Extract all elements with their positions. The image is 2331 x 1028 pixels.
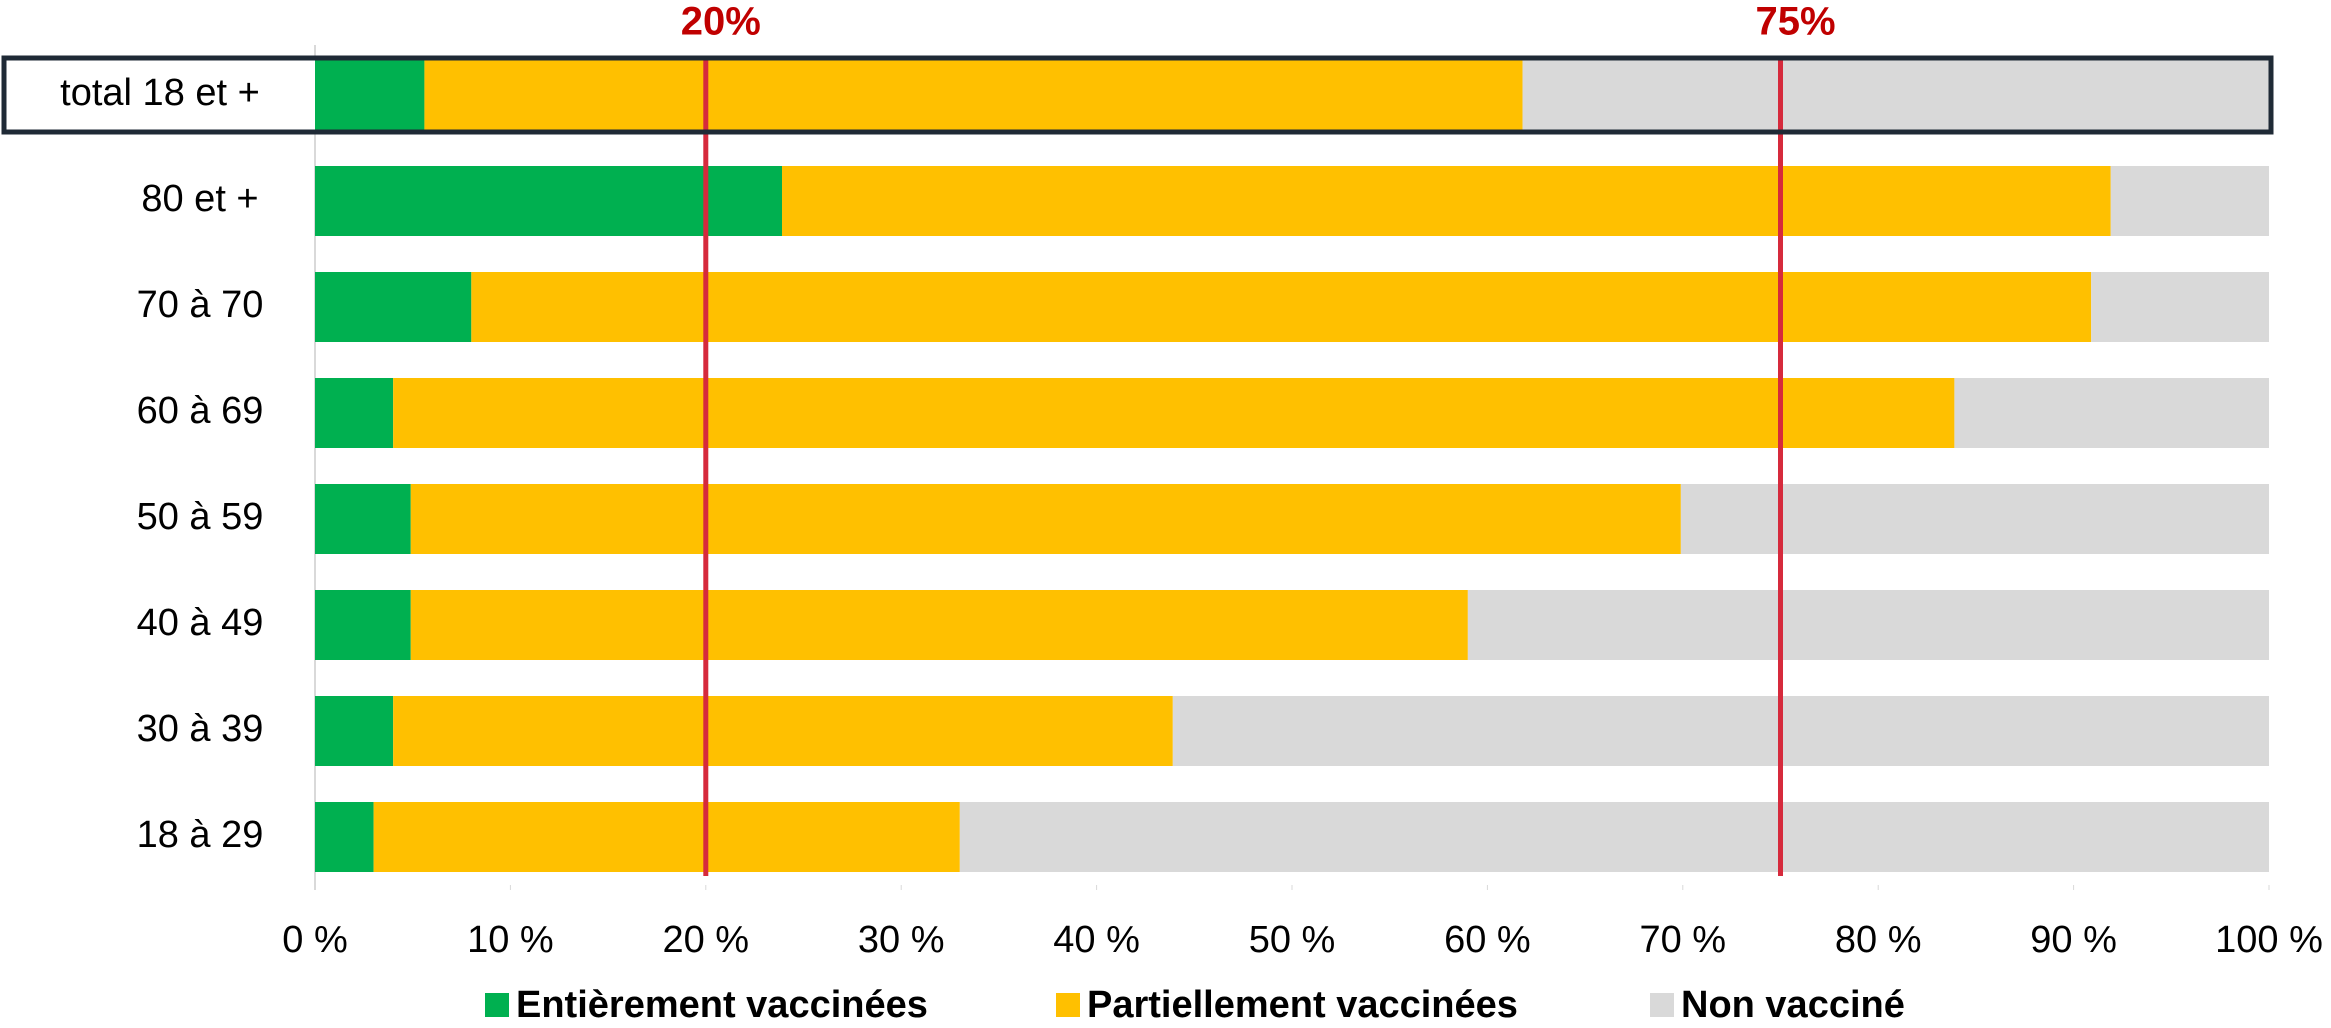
- x-tick-label: 60 %: [1444, 919, 1531, 961]
- y-tick-label: 80 et +: [141, 178, 258, 220]
- highlight-box: [1, 55, 2274, 135]
- bar-segment: [410, 484, 1681, 554]
- bar-segment: [315, 802, 374, 872]
- x-tick-label: 40 %: [1053, 919, 1140, 961]
- bar-segment: [1467, 590, 2269, 660]
- y-tick-label: 70 à 70: [137, 284, 264, 326]
- bar-segment: [2110, 166, 2269, 236]
- y-tick-label: 30 à 39: [137, 708, 264, 750]
- bar-segment: [782, 166, 2111, 236]
- legend-label: Partiellement vaccinées: [1087, 984, 1518, 1026]
- x-tick-label: 70 %: [1639, 919, 1726, 961]
- y-tick-label: 40 à 49: [137, 602, 264, 644]
- reference-label: 75%: [1755, 0, 1835, 44]
- bars: [315, 60, 2269, 872]
- bar-segment: [424, 60, 1523, 130]
- bar-segment: [2091, 272, 2269, 342]
- bar-segment: [1680, 484, 2269, 554]
- highlight-label-cell: [4, 58, 315, 132]
- legend-label: Entièrement vaccinées: [516, 984, 928, 1026]
- legend-label: Non vacciné: [1681, 984, 1905, 1026]
- bar-segment: [315, 60, 425, 130]
- x-tick-label: 90 %: [2030, 919, 2117, 961]
- legend-swatch: [1650, 993, 1674, 1017]
- reference-label: 20%: [681, 0, 761, 44]
- bar-segment: [315, 696, 394, 766]
- bar-segment: [959, 802, 2269, 872]
- labels: 0 % 10 % 20 % 30 % 40 % 50 % 60 % 70 % 80 % 90 % 1…: [60, 0, 2323, 961]
- bar-segment: [1172, 696, 2269, 766]
- bar-segment: [471, 272, 2092, 342]
- x-tick-label: 0 %: [282, 919, 347, 961]
- legend-swatch: [485, 993, 509, 1017]
- y-tick-label: 18 à 29: [137, 814, 264, 856]
- bar-segment: [315, 484, 411, 554]
- x-tick-label: 80 %: [1835, 919, 1922, 961]
- x-tick-label: 100 %: [2215, 919, 2323, 961]
- bar-segment: [393, 696, 1173, 766]
- bar-segment: [373, 802, 960, 872]
- bar-segment: [315, 590, 411, 660]
- bar-segment: [315, 272, 472, 342]
- bar-segment: [315, 166, 783, 236]
- bar-segment: [315, 378, 394, 448]
- y-tick-label: 50 à 59: [137, 496, 264, 538]
- x-tick-label: 50 %: [1249, 919, 1336, 961]
- x-tick-label: 30 %: [858, 919, 945, 961]
- legend: Entièrement vaccinées Partiellement vacci…: [485, 984, 1905, 1026]
- bar-segment: [393, 378, 1955, 448]
- x-tick-label: 10 %: [467, 919, 554, 961]
- y-tick-label: 60 à 69: [137, 390, 264, 432]
- bar-segment: [1954, 378, 2269, 448]
- legend-swatch: [1056, 993, 1080, 1017]
- y-tick-label: total 18 et +: [60, 72, 260, 114]
- bar-segment: [1522, 60, 2269, 130]
- reference-lines: [703, 56, 1783, 876]
- x-tick-label: 20 %: [662, 919, 749, 961]
- bar-segment: [410, 590, 1468, 660]
